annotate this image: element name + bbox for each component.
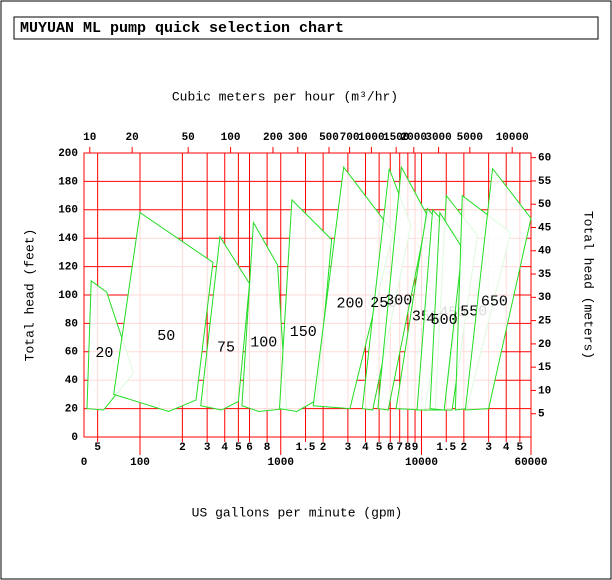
x2-tick-label: 500	[319, 132, 339, 144]
x-axis-title: US gallons per minute (gpm)	[192, 505, 403, 520]
y-tick-label: 120	[58, 262, 78, 274]
chart-title: MUYUAN ML pump quick selection chart	[20, 20, 344, 37]
y2-tick-label: 5	[538, 409, 545, 421]
region-label: 150	[290, 324, 317, 341]
x-tick-label: 5	[94, 442, 101, 454]
y2-axis-title: Total head (meters)	[581, 211, 596, 359]
y2-tick-label: 50	[538, 199, 551, 211]
region-label: 50	[157, 328, 175, 345]
y2-tick-label: 60	[538, 153, 551, 165]
pump-region	[200, 235, 251, 411]
y2-tick-label: 45	[538, 222, 552, 234]
x-tick-label: 5	[376, 442, 383, 454]
x-tick-label: 4	[503, 442, 510, 454]
x-tick-label: 3	[204, 442, 211, 454]
x-tick-label: 2	[320, 442, 327, 454]
x-tick-label: 4	[221, 442, 228, 454]
region-label: 200	[336, 295, 363, 312]
x-tick-label: 8	[405, 442, 412, 454]
y-tick-label: 20	[65, 404, 78, 416]
x2-tick-label: 2000	[401, 132, 427, 144]
x-tick-label: 4	[362, 442, 369, 454]
region-label: 300	[385, 292, 412, 309]
region-label: 100	[250, 335, 277, 352]
y-tick-label: 200	[58, 148, 78, 160]
x2-tick-label: 3000	[425, 132, 451, 144]
x2-tick-label: 700	[340, 132, 360, 144]
x-tick-label: 7	[396, 442, 403, 454]
x2-tick-label: 10	[83, 132, 96, 144]
x2-tick-label: 300	[288, 132, 308, 144]
x2-tick-label: 1000	[358, 132, 384, 144]
y-tick-label: 80	[65, 318, 78, 330]
y-tick-label: 140	[58, 233, 78, 245]
y-tick-label: 100	[58, 290, 78, 302]
x2-tick-label: 5000	[457, 132, 483, 144]
y-tick-label: 160	[58, 205, 78, 217]
x-tick-label: 1.5	[436, 442, 456, 454]
x-origin-label: 0	[81, 457, 88, 469]
y2-tick-label: 15	[538, 362, 552, 374]
y2-tick-label: 55	[538, 176, 552, 188]
pump-region	[464, 167, 532, 411]
x-tick-label: 6	[387, 442, 394, 454]
region-label: 75	[217, 340, 235, 357]
x-tick-label: 1.5	[296, 442, 316, 454]
plot-frame	[83, 152, 532, 438]
x2-axis-title: Cubic meters per hour (m³/hr)	[172, 89, 398, 104]
title-box	[13, 16, 599, 40]
y-axis-title: Total head (feet)	[22, 229, 37, 362]
y-tick-label: 180	[58, 176, 78, 188]
x-tick-label: 8	[264, 442, 271, 454]
x2-tick-label: 10000	[496, 132, 529, 144]
y2-tick-label: 40	[538, 246, 551, 258]
x2-tick-label: 100	[221, 132, 241, 144]
y-tick-label: 60	[65, 347, 78, 359]
x-tick-label: 5	[235, 442, 242, 454]
x2-tick-label: 50	[182, 132, 195, 144]
x2-tick-label: 20	[126, 132, 139, 144]
x-tick-label: 6	[246, 442, 253, 454]
x-major-tick-label: 60000	[514, 457, 547, 469]
y-tick-label: 0	[71, 432, 78, 444]
x-tick-label: 3	[345, 442, 352, 454]
x-tick-label: 2	[179, 442, 186, 454]
y2-tick-label: 25	[538, 316, 552, 328]
x-major-tick-label: 1000	[268, 457, 294, 469]
x2-tick-label: 1500	[383, 132, 409, 144]
region-label: 20	[95, 345, 113, 362]
y2-tick-label: 35	[538, 269, 552, 281]
x-major-tick-label: 10000	[405, 457, 438, 469]
x-tick-label: 3	[485, 442, 492, 454]
y2-tick-label: 10	[538, 385, 551, 397]
x2-tick-label: 200	[263, 132, 283, 144]
x-tick-label: 5	[517, 442, 524, 454]
y2-tick-label: 20	[538, 339, 551, 351]
y-tick-label: 40	[65, 375, 78, 387]
pump-region	[113, 211, 214, 412]
region-label: 500	[431, 312, 458, 329]
x-major-tick-label: 100	[130, 457, 150, 469]
x-tick-label: 2	[461, 442, 468, 454]
x-tick-label: 9	[412, 442, 419, 454]
pump-region	[241, 220, 288, 412]
y2-tick-label: 30	[538, 292, 551, 304]
region-label: 650	[481, 293, 508, 310]
